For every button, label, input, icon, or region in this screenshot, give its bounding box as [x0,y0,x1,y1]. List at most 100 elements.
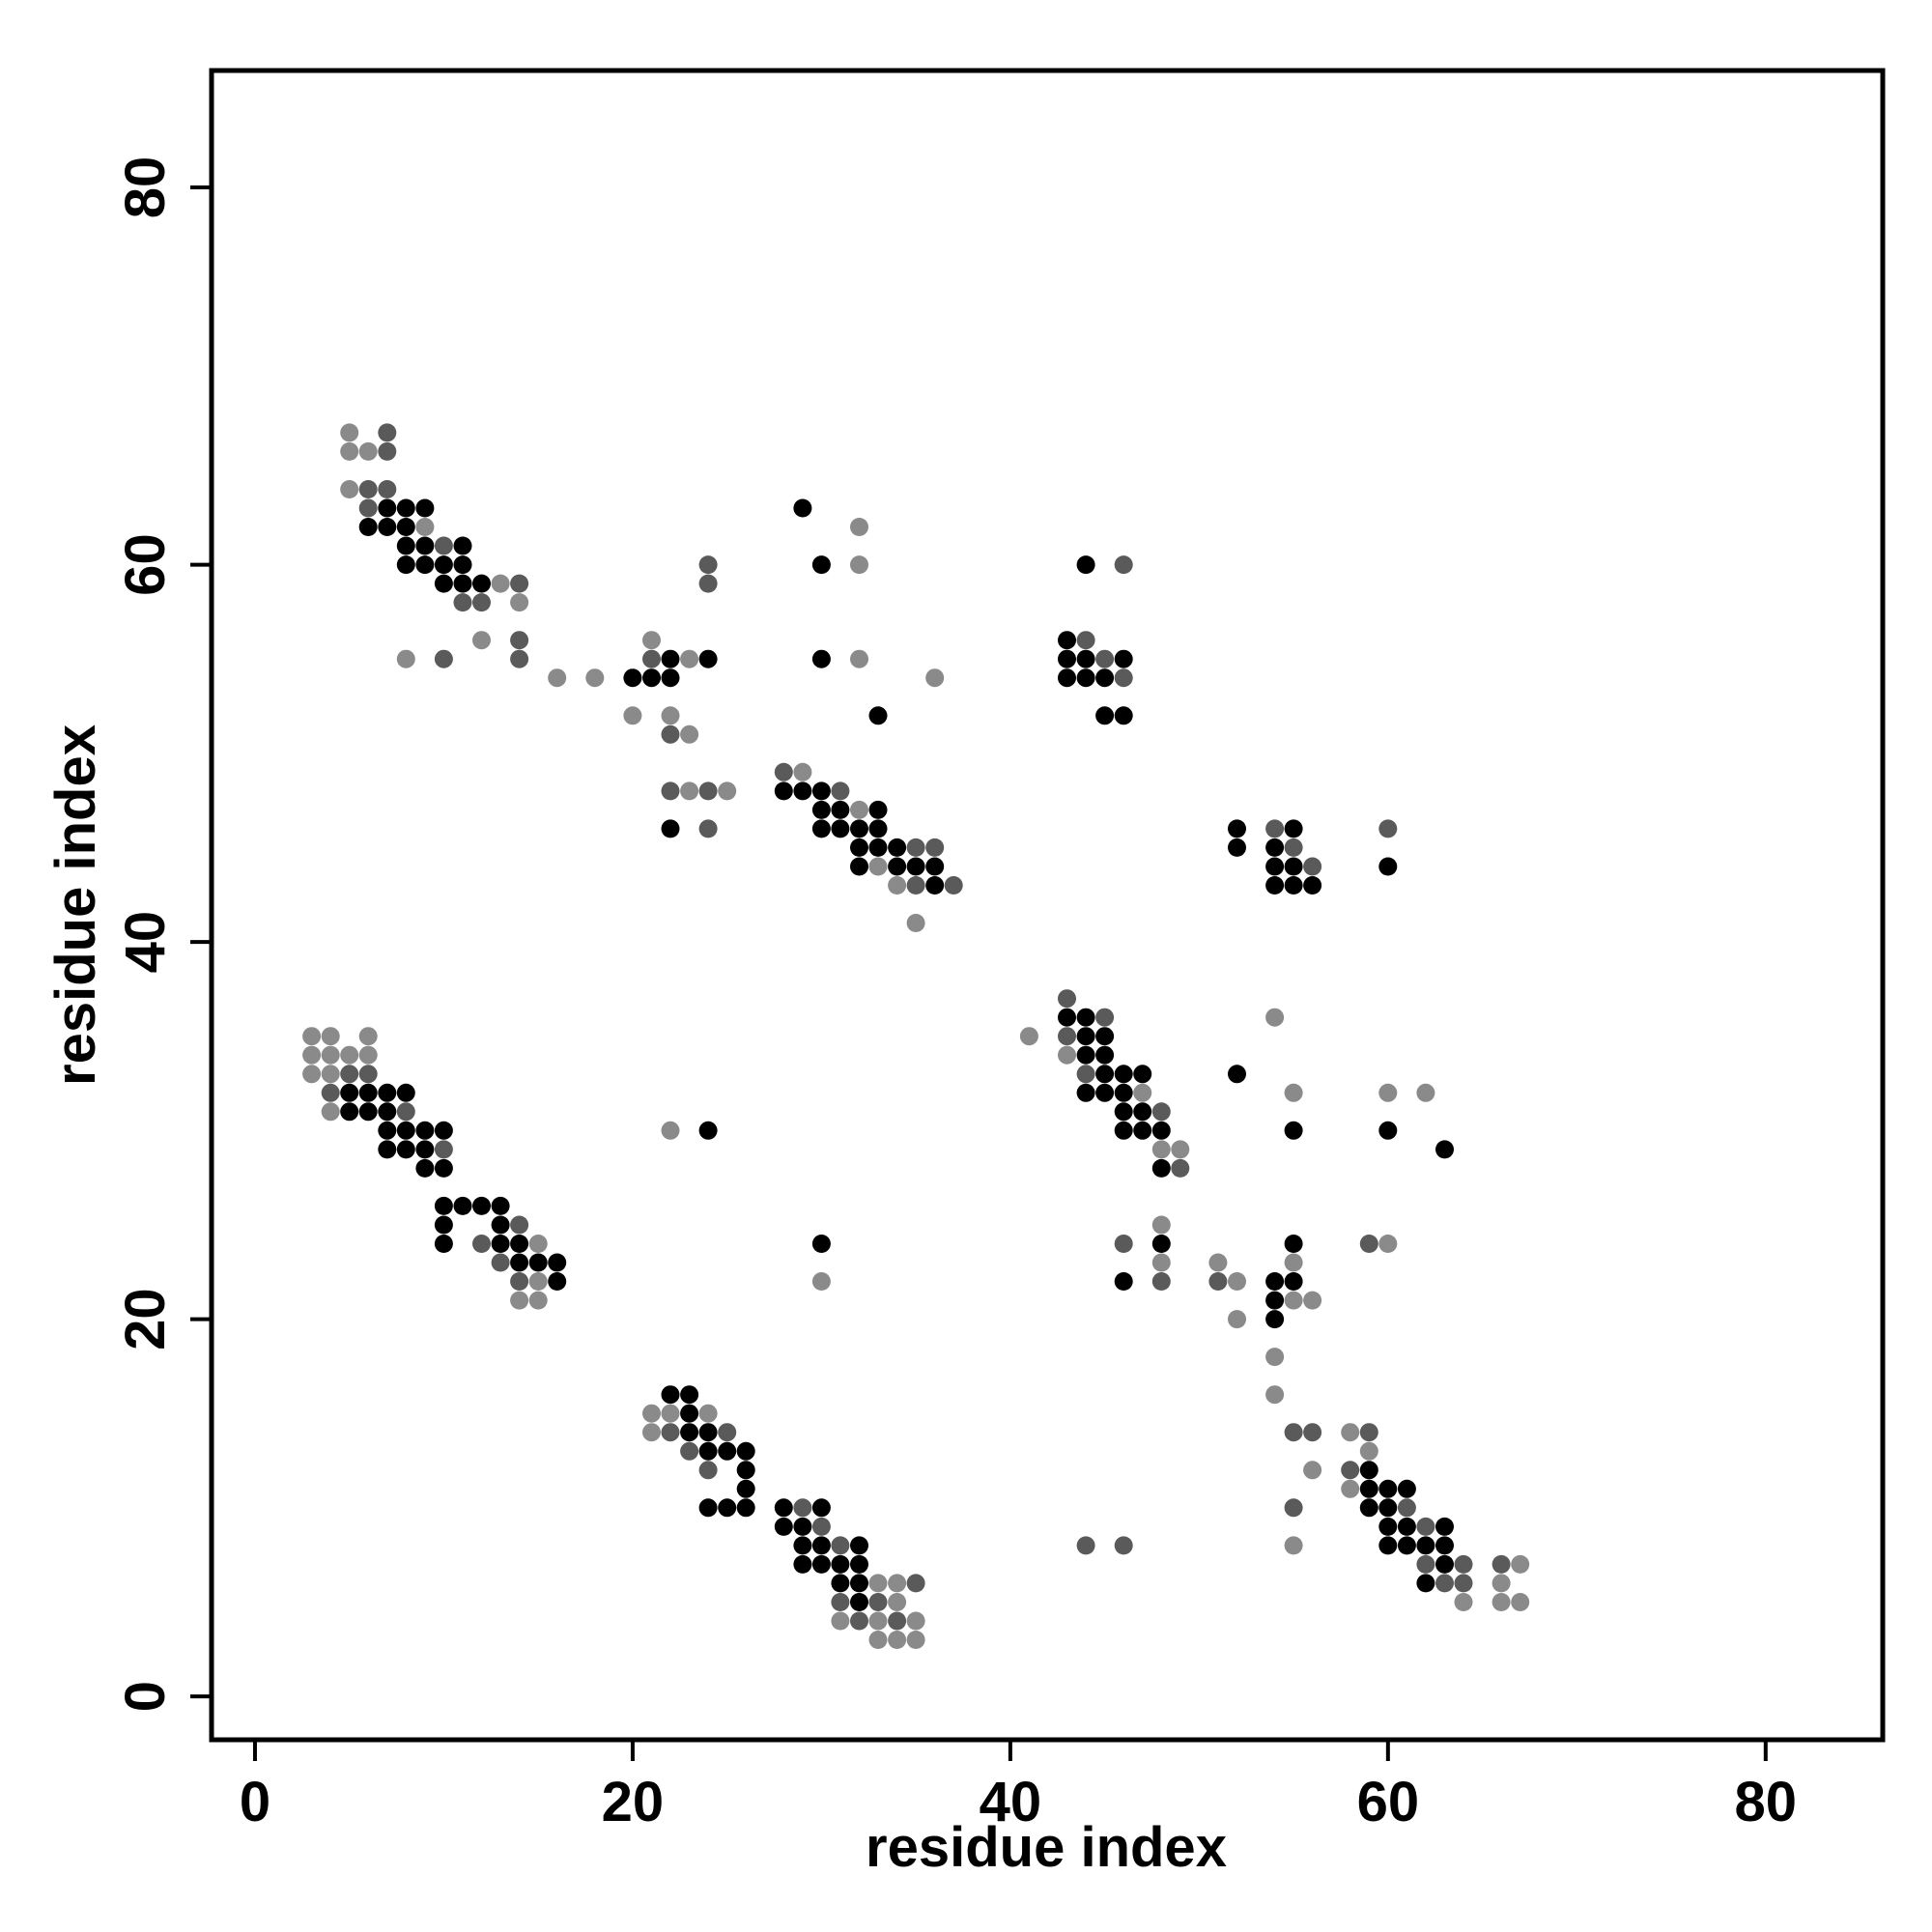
x-tick-label: 60 [1357,1771,1420,1833]
contact-point [1284,819,1303,838]
contact-point [718,1441,737,1461]
contact-point [453,593,472,612]
contact-point [453,1196,472,1215]
contact-point [1378,1536,1398,1555]
contact-point [1359,1479,1378,1498]
contact-point [1265,1310,1285,1329]
contact-point [548,668,567,688]
contact-point [698,1441,718,1461]
contact-point [831,1536,850,1555]
contact-point [358,1065,378,1084]
contact-point [1435,1554,1454,1574]
contact-point [396,498,415,518]
contact-point [1359,1441,1378,1461]
contact-point [340,1065,359,1084]
contact-point [793,762,812,781]
contact-point [1284,1235,1303,1253]
contact-point [1133,1121,1152,1140]
contact-point [698,1498,718,1518]
contact-point [850,800,868,819]
contact-point [642,631,661,650]
contact-point [1265,1291,1285,1310]
contact-point [1416,1554,1435,1574]
contact-point [850,649,868,668]
contact-point [736,1498,755,1518]
contact-point [1378,1479,1398,1498]
contact-point [378,480,397,498]
contact-point [1133,1065,1152,1084]
contact-point [680,649,699,668]
contact-point [434,536,453,555]
contact-point [1151,1158,1171,1178]
contact-point [1151,1215,1171,1235]
contact-point [1095,1045,1115,1065]
contact-point [378,1140,397,1159]
contact-point [774,762,793,781]
contact-point [1133,1102,1152,1122]
contact-point [718,1423,737,1442]
contact-point [850,838,868,857]
contact-point [831,1554,850,1574]
contact-point [396,1140,415,1159]
contact-point [774,1517,793,1536]
contact-point [1058,1027,1076,1046]
contact-point [548,1272,567,1291]
contact-point [434,1235,453,1253]
x-tick-label: 80 [1735,1771,1798,1833]
contact-point [378,441,397,461]
contact-point [1058,1045,1076,1065]
contact-point [736,1479,755,1498]
contact-point [1228,819,1246,838]
contact-point [868,819,888,838]
contact-point [491,1196,510,1215]
contact-point [1284,1121,1303,1140]
contact-point [396,555,415,575]
contact-point [811,1554,831,1574]
contact-point [888,857,907,876]
contact-point [831,1574,850,1593]
contact-point [661,724,680,744]
contact-point [906,876,925,895]
x-axis-title: residue index [866,1816,1227,1879]
contact-point [850,518,868,536]
y-tick-label: 20 [114,1288,177,1350]
contact-point [680,1423,699,1442]
contact-point [321,1045,340,1065]
contact-point [358,441,378,461]
contact-point [888,1611,907,1631]
contact-point [888,1574,907,1593]
contact-point [378,1121,397,1140]
contact-point [1228,1272,1246,1291]
contact-point [811,1272,831,1291]
contact-point [906,1631,925,1649]
contact-point [680,724,699,744]
contact-point [1076,555,1095,575]
contact-point [1341,1479,1360,1498]
contact-point [472,593,491,612]
contact-point [1303,857,1322,876]
contact-point [1114,668,1133,688]
contact-point [1492,1554,1511,1574]
contact-point [1265,838,1285,857]
contact-point [1114,1272,1133,1291]
contact-point [623,706,642,725]
contact-point [698,1121,718,1140]
contact-point [831,800,850,819]
points-layer [302,423,1530,1649]
contact-point [850,1554,868,1574]
contact-point [1095,649,1115,668]
contact-point [472,1196,491,1215]
contact-point [510,631,529,650]
contact-point [358,1027,378,1046]
contact-point [1303,1291,1322,1310]
contact-point [1454,1574,1473,1593]
contact-point [1435,1574,1454,1593]
contact-point [925,838,945,857]
contact-point [1284,1083,1303,1102]
contact-point [1076,1536,1095,1555]
contact-point [453,555,472,575]
contact-point [510,649,529,668]
contact-point [698,819,718,838]
contact-point [1303,876,1322,895]
contact-point [358,1083,378,1102]
